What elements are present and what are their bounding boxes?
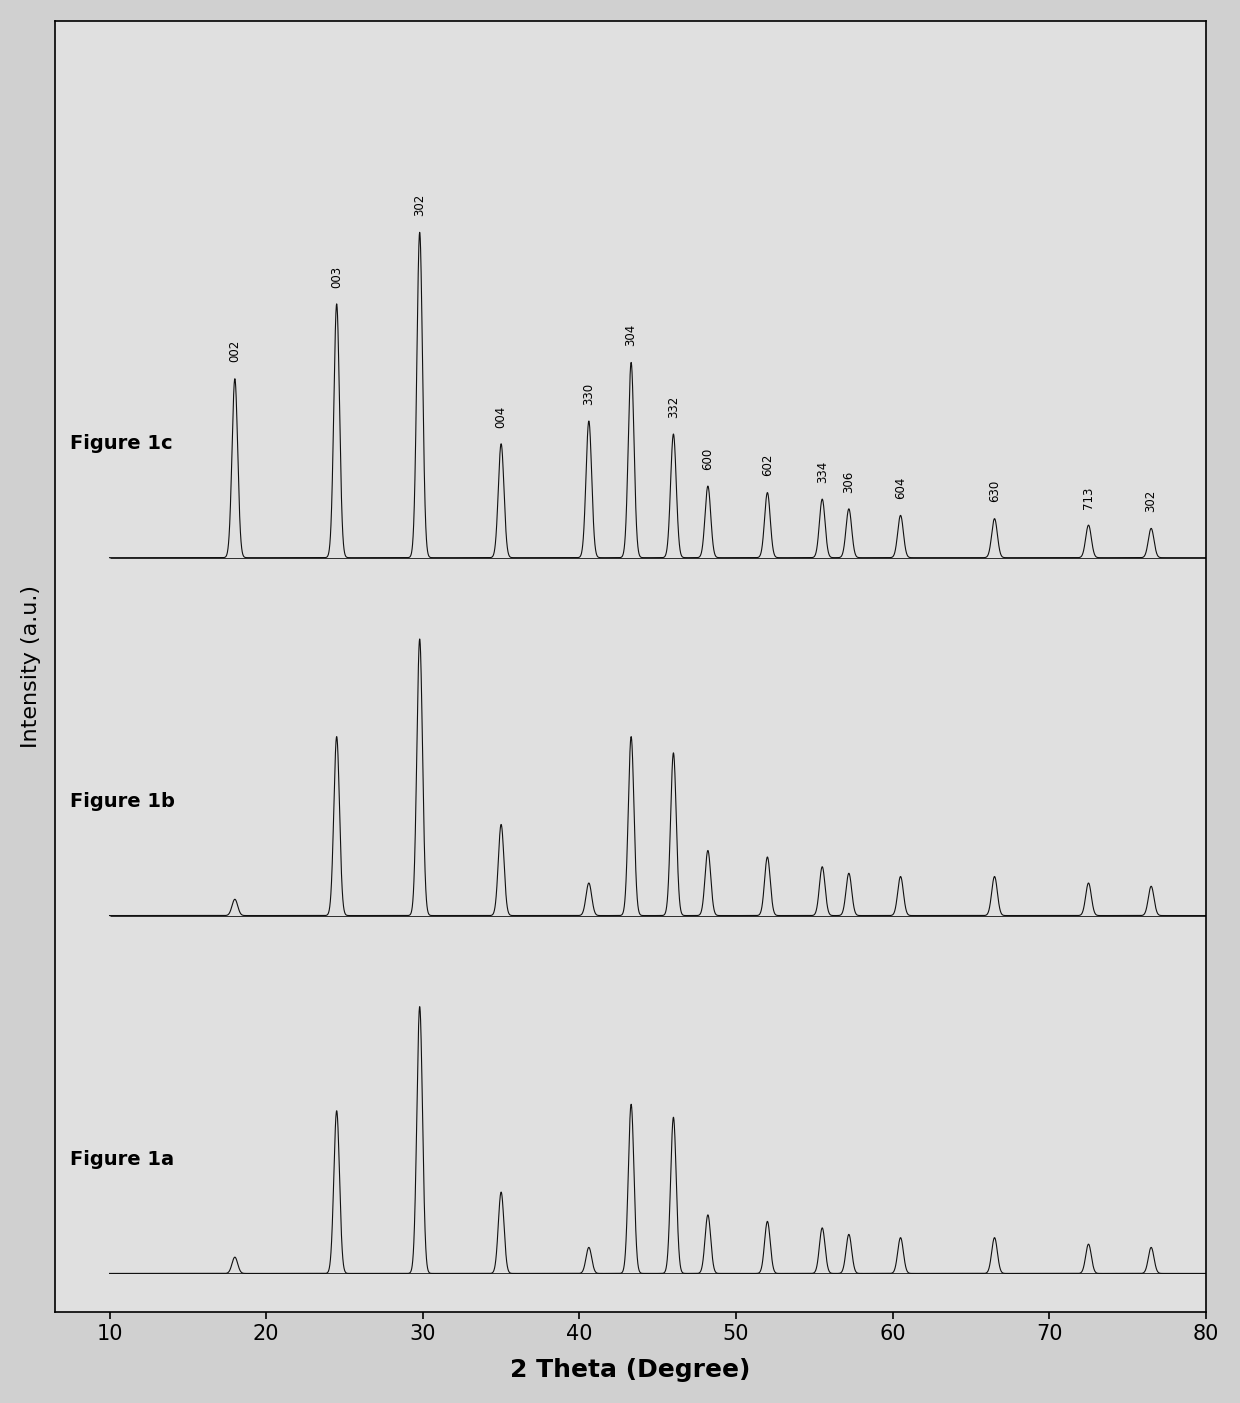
- Text: 334: 334: [816, 460, 828, 483]
- Text: 600: 600: [702, 448, 714, 470]
- Text: 602: 602: [761, 455, 774, 477]
- Text: 330: 330: [583, 383, 595, 404]
- Text: 003: 003: [330, 265, 343, 288]
- Text: 604: 604: [894, 477, 906, 499]
- X-axis label: 2 Theta (Degree): 2 Theta (Degree): [510, 1358, 750, 1382]
- Text: 004: 004: [495, 405, 507, 428]
- Text: 332: 332: [667, 396, 680, 418]
- Text: 304: 304: [625, 324, 637, 347]
- Text: 306: 306: [842, 470, 856, 492]
- Text: Figure 1a: Figure 1a: [71, 1150, 175, 1169]
- Text: 630: 630: [988, 480, 1001, 502]
- Text: 713: 713: [1083, 487, 1095, 509]
- Text: Figure 1b: Figure 1b: [71, 793, 175, 811]
- Text: 002: 002: [228, 340, 242, 362]
- Text: Figure 1c: Figure 1c: [71, 435, 174, 453]
- Y-axis label: Intensity (a.u.): Intensity (a.u.): [21, 585, 41, 748]
- Text: 302: 302: [1145, 490, 1158, 512]
- Text: 302: 302: [413, 194, 427, 216]
